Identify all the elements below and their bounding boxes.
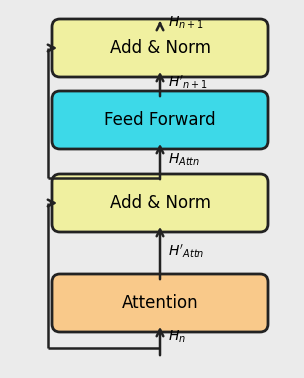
Text: Feed Forward: Feed Forward <box>104 111 216 129</box>
Text: Add & Norm: Add & Norm <box>109 194 210 212</box>
FancyBboxPatch shape <box>52 91 268 149</box>
Text: Attention: Attention <box>122 294 198 312</box>
Text: $H'_{Attn}$: $H'_{Attn}$ <box>168 242 204 260</box>
FancyBboxPatch shape <box>52 19 268 77</box>
Text: Add & Norm: Add & Norm <box>109 39 210 57</box>
FancyBboxPatch shape <box>52 274 268 332</box>
FancyBboxPatch shape <box>52 174 268 232</box>
Text: $H_{Attn}$: $H_{Attn}$ <box>168 151 200 168</box>
Text: $H_n$: $H_n$ <box>168 329 186 345</box>
Text: $H_{n+1}$: $H_{n+1}$ <box>168 14 204 31</box>
Text: $H'_{n+1}$: $H'_{n+1}$ <box>168 73 208 91</box>
